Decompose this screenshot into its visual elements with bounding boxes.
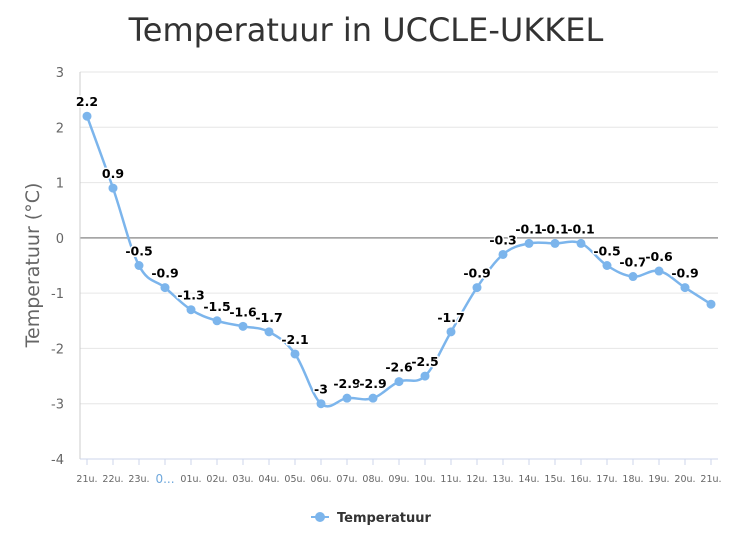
data-point[interactable] — [550, 238, 560, 248]
data-point[interactable] — [498, 249, 508, 259]
x-tick-label: 02u. — [206, 474, 227, 485]
data-point[interactable] — [82, 111, 92, 121]
data-label: -0.3 — [489, 232, 516, 247]
data-label: 2.2 — [76, 94, 98, 109]
data-point[interactable] — [186, 305, 196, 315]
x-tick-label: 12u. — [466, 474, 487, 485]
x-tick-label: 18u. — [622, 474, 643, 485]
y-tick-label: 1 — [56, 177, 64, 192]
data-point[interactable] — [420, 371, 430, 381]
data-label: -2.9 — [359, 376, 386, 391]
data-label: -1.3 — [177, 288, 204, 303]
x-tick-label: 16u. — [570, 474, 591, 485]
data-label: -1.5 — [203, 299, 230, 314]
data-label: -0.9 — [151, 266, 178, 281]
x-tick-label: 03u. — [232, 474, 253, 485]
y-tick-label: -1 — [51, 287, 64, 302]
chart-title: Temperatuur in UCCLE-UKKEL — [128, 11, 604, 49]
y-tick-label: 2 — [56, 121, 64, 136]
x-tick-label: 15u. — [544, 474, 565, 485]
data-label: -0.1 — [567, 221, 594, 236]
data-label: -0.9 — [671, 266, 698, 281]
data-label: -3 — [314, 382, 328, 397]
x-tick-label: 10u. — [414, 474, 435, 485]
data-label: -0.1 — [541, 221, 568, 236]
data-label: -1.7 — [255, 310, 282, 325]
x-tick-label: 05u. — [284, 474, 305, 485]
data-point[interactable] — [264, 327, 274, 337]
data-label: -0.5 — [125, 244, 152, 259]
x-tick-label: 13u. — [492, 474, 513, 485]
data-point[interactable] — [238, 321, 248, 331]
data-point[interactable] — [446, 327, 456, 337]
data-label: -0.1 — [515, 221, 542, 236]
legend-marker — [315, 512, 325, 522]
legend[interactable]: Temperatuur — [311, 511, 432, 526]
data-point[interactable] — [134, 261, 144, 270]
grid-lines — [80, 71, 718, 460]
data-label: -2.1 — [281, 332, 308, 347]
data-label: -1.6 — [229, 304, 257, 319]
data-label: -0.5 — [593, 244, 620, 259]
data-point[interactable] — [368, 393, 378, 403]
x-tick-label: 17u. — [596, 474, 617, 485]
data-label: -0.6 — [645, 249, 673, 264]
data-point[interactable] — [524, 238, 534, 248]
data-point[interactable] — [290, 349, 300, 359]
x-tick-label: 0... — [155, 472, 174, 486]
x-tick-label: 20u. — [674, 474, 695, 485]
data-labels: 2.20.9-0.5-0.9-1.3-1.5-1.6-1.7-2.1-3 -2.9… — [74, 93, 700, 398]
x-tick-label: 19u. — [648, 474, 669, 485]
x-tick-label: 21u. — [700, 474, 721, 485]
data-point[interactable] — [160, 283, 170, 293]
x-tick-label: 21u. — [76, 474, 97, 485]
x-tick-label: 11u. — [440, 474, 461, 485]
data-points — [82, 111, 716, 409]
x-tick-label: 22u. — [102, 474, 123, 485]
x-tick-label: 14u. — [518, 474, 539, 485]
x-tick-label: 09u. — [388, 474, 409, 485]
data-point[interactable] — [472, 283, 482, 293]
data-label: -0.7 — [619, 255, 646, 270]
x-tick-label: 01u. — [180, 474, 201, 485]
data-point[interactable] — [108, 183, 118, 193]
y-tick-label: -2 — [51, 342, 64, 357]
data-point[interactable] — [576, 238, 586, 248]
data-point[interactable] — [680, 283, 690, 293]
x-tick-label: 06u. — [310, 474, 331, 485]
data-point[interactable] — [212, 316, 222, 326]
data-point[interactable] — [706, 299, 716, 309]
data-label: -1.7 — [437, 310, 464, 325]
data-point[interactable] — [628, 272, 638, 282]
y-tick-label: -3 — [51, 398, 64, 413]
data-point[interactable] — [654, 266, 664, 276]
y-tick-label: 0 — [56, 232, 64, 247]
y-axis-label: Temperatuur (°C) — [22, 183, 44, 349]
data-label: -0.9 — [463, 266, 490, 281]
x-tick-label: 08u. — [362, 474, 383, 485]
data-point[interactable] — [316, 399, 326, 409]
data-label: -2.9 — [333, 376, 360, 391]
x-tick-label: 07u. — [336, 474, 357, 485]
data-point[interactable] — [342, 393, 352, 403]
legend-label: Temperatuur — [337, 511, 432, 526]
data-point[interactable] — [394, 377, 404, 387]
axes: 3 2 1 0 -1 -2 -3 -4 21u. 22u. 23u. 0... 01u. 02u. 03u.… — [51, 66, 722, 486]
x-tick-label: 23u. — [128, 474, 149, 485]
y-tick-label: 3 — [56, 66, 64, 81]
data-point[interactable] — [602, 261, 612, 270]
data-label: -2.5 — [411, 354, 438, 369]
y-tick-label: -4 — [51, 453, 64, 468]
data-label: 0.9 — [102, 166, 124, 181]
x-tick-label: 04u. — [258, 474, 279, 485]
data-label: -2.6 — [385, 360, 413, 375]
